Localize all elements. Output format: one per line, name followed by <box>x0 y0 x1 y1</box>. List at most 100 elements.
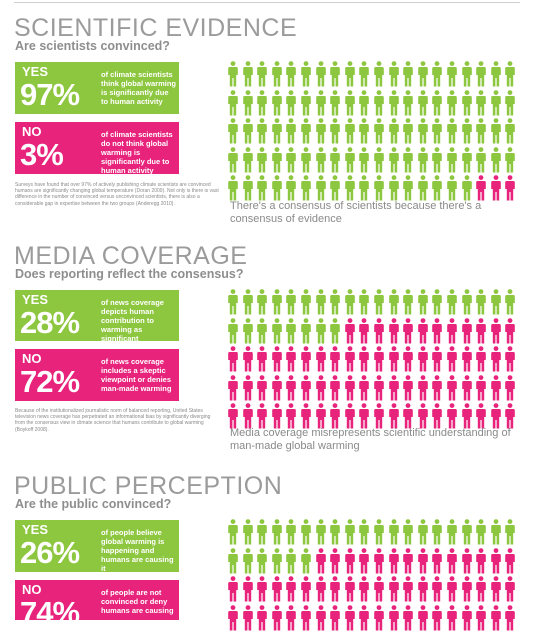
person-icon-convinced <box>461 519 472 545</box>
person-icon-convinced <box>417 519 428 545</box>
person-icon-convinced <box>286 175 297 201</box>
section-notes: Surveys have found that over 97% of acti… <box>15 182 219 207</box>
person-icon-convinced <box>330 61 340 87</box>
yes-percent: 28% <box>20 305 80 340</box>
person-icon-convinced <box>286 519 297 545</box>
yes-stat-box: YES 97% of climate scientists think glob… <box>15 62 179 114</box>
person-icon-unconvinced <box>374 403 384 429</box>
person-icon-unconvinced <box>417 374 428 401</box>
person-icon-unconvinced <box>417 547 428 574</box>
section-media-coverage: MEDIA COVERAGE Does reporting reflect th… <box>0 242 534 457</box>
person-icon-unconvinced <box>432 403 443 429</box>
person-icon-convinced <box>374 289 384 315</box>
person-icon-unconvinced <box>315 604 326 631</box>
person-icon-unconvinced <box>476 576 486 602</box>
person-icon-unconvinced <box>476 346 486 372</box>
person-icon-convinced <box>315 175 326 201</box>
yes-label: YES <box>22 522 49 537</box>
person-icon-unconvinced <box>505 346 516 372</box>
person-icon-unconvinced <box>403 346 413 372</box>
person-icon-convinced <box>301 519 311 545</box>
person-icon-unconvinced <box>315 576 326 602</box>
person-icon-unconvinced <box>286 374 297 401</box>
person-icon-unconvinced <box>286 576 297 602</box>
person-icon-convinced <box>359 175 370 201</box>
person-icon-convinced <box>476 146 486 173</box>
person-icon-unconvinced <box>447 604 457 631</box>
person-icon-convinced <box>286 89 297 116</box>
person-icon-unconvinced <box>330 547 340 574</box>
person-icon-convinced <box>330 519 340 545</box>
person-icon-unconvinced <box>505 374 516 401</box>
person-icon-convinced <box>505 61 516 87</box>
person-icon-convinced <box>374 519 384 545</box>
no-stat-box: NO 74% of people are not convinced or de… <box>15 580 179 620</box>
person-icon-convinced <box>242 61 253 87</box>
no-percent: 74% <box>20 595 80 620</box>
person-icon-convinced <box>257 175 267 201</box>
person-icon-unconvinced <box>242 346 253 372</box>
person-icon-convinced <box>257 89 267 116</box>
person-icon-convinced <box>417 61 428 87</box>
person-icon-unconvinced <box>330 346 340 372</box>
person-icon-unconvinced <box>374 317 384 344</box>
person-icon-unconvinced <box>388 547 399 574</box>
person-icon-unconvinced <box>301 403 311 429</box>
person-icon-convinced <box>461 289 472 315</box>
person-icon-convinced <box>388 118 399 144</box>
person-icon-convinced <box>301 61 311 87</box>
person-icon-convinced <box>388 175 399 201</box>
person-icon-convinced <box>242 146 253 173</box>
person-icon-unconvinced <box>447 547 457 574</box>
person-icon-convinced <box>344 61 355 87</box>
person-icon-convinced <box>359 519 370 545</box>
yes-stat-box: YES 26% of people believe global warming… <box>15 520 179 572</box>
person-icon-convinced <box>315 289 326 315</box>
person-icon-convinced <box>271 289 282 315</box>
person-icon-convinced <box>271 175 282 201</box>
no-label: NO <box>22 124 42 139</box>
person-icon-unconvinced <box>432 317 443 344</box>
person-icon-convinced <box>315 519 326 545</box>
person-icon-unconvinced <box>330 576 340 602</box>
person-icon-convinced <box>388 89 399 116</box>
person-icon-convinced <box>257 317 267 344</box>
person-icon-convinced <box>301 146 311 173</box>
person-icon-convinced <box>344 118 355 144</box>
person-icon-unconvinced <box>388 317 399 344</box>
person-icon-unconvinced <box>476 604 486 631</box>
person-icon-convinced <box>286 547 297 574</box>
person-icon-unconvinced <box>330 374 340 401</box>
person-icon-convinced <box>447 289 457 315</box>
person-icon-convinced <box>476 519 486 545</box>
person-icon-convinced <box>344 289 355 315</box>
person-icon-unconvinced <box>447 374 457 401</box>
person-icon-unconvinced <box>228 576 238 602</box>
person-icon-convinced <box>242 175 253 201</box>
person-icon-convinced <box>490 146 501 173</box>
person-icon-convinced <box>490 519 501 545</box>
person-icon-convinced <box>301 317 311 344</box>
person-icon-unconvinced <box>301 346 311 372</box>
person-icon-convinced <box>257 289 267 315</box>
person-icon-convinced <box>505 89 516 116</box>
person-icon-unconvinced <box>432 374 443 401</box>
person-icon-convinced <box>301 118 311 144</box>
person-icon-convinced <box>228 175 238 201</box>
person-icon-convinced <box>344 519 355 545</box>
person-icon-unconvinced <box>417 346 428 372</box>
person-icon-unconvinced <box>476 374 486 401</box>
no-percent: 72% <box>20 364 80 399</box>
people-grid <box>228 519 520 633</box>
person-icon-convinced <box>301 89 311 116</box>
person-icon-unconvinced <box>403 374 413 401</box>
person-icon-unconvinced <box>257 403 267 429</box>
person-icon-unconvinced <box>344 576 355 602</box>
person-icon-unconvinced <box>447 317 457 344</box>
person-icon-convinced <box>228 317 238 344</box>
person-icon-convinced <box>228 519 238 545</box>
person-icon-convinced <box>315 146 326 173</box>
no-label: NO <box>22 351 42 366</box>
no-label: NO <box>22 582 42 597</box>
person-icon-convinced <box>286 146 297 173</box>
